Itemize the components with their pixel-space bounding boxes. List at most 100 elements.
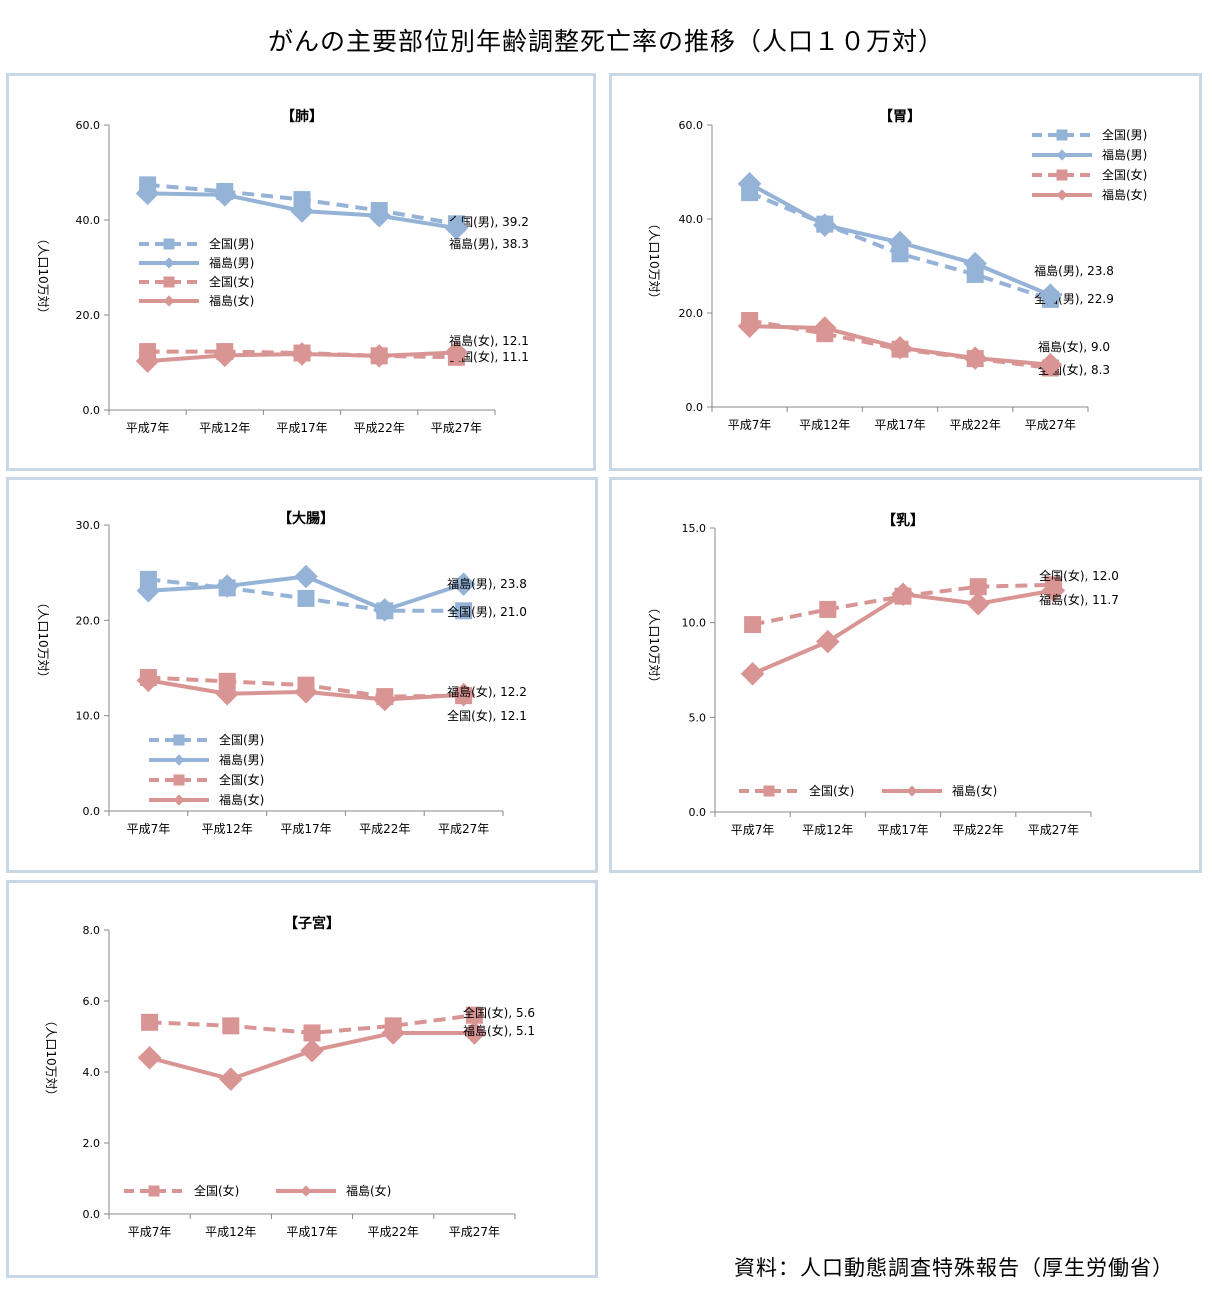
legend-label: 福島(女) <box>952 783 997 798</box>
y-tick-label: 6.0 <box>83 995 101 1008</box>
legend-label: 福島(男) <box>1102 147 1147 162</box>
series-1 <box>740 578 1066 686</box>
legend-item-0: 全国(男) <box>1032 127 1147 142</box>
legend-swatch-marker <box>173 794 185 806</box>
legend-item-2: 全国(女) <box>1032 167 1147 182</box>
legend-item-0: 全国(男) <box>149 732 264 747</box>
data-point-3-4 <box>1038 352 1063 377</box>
legend-item-1: 福島(男) <box>139 255 254 270</box>
data-point-1-2 <box>294 564 318 589</box>
legend-swatch-marker <box>163 276 175 288</box>
data-point-1-1 <box>213 183 237 207</box>
data-point-1-3 <box>373 598 397 622</box>
data-label-1: 福島(男), 23.8 <box>1034 263 1114 278</box>
x-tick-label: 平成7年 <box>127 822 171 836</box>
data-label-0: 全国(女), 5.6 <box>463 1005 535 1020</box>
legend-label: 福島(女) <box>209 293 254 308</box>
legend-swatch-marker <box>1056 169 1068 181</box>
legend-swatch-marker <box>173 754 185 766</box>
legend-label: 全国(男) <box>219 732 264 747</box>
data-point-1-0 <box>740 662 765 686</box>
y-tick-label: 8.0 <box>83 924 101 937</box>
chart-title: 【子宮】 <box>284 915 340 932</box>
data-point-1-1 <box>219 1067 243 1091</box>
legend-label: 福島(女) <box>219 792 264 807</box>
data-label-1: 福島(男), 23.8 <box>447 576 527 591</box>
legend-swatch-marker <box>163 257 175 269</box>
x-tick-label: 平成27年 <box>438 822 489 836</box>
y-tick-label: 0.0 <box>83 404 101 417</box>
data-point-0-1 <box>819 600 837 618</box>
y-tick-label: 0.0 <box>83 1208 101 1221</box>
y-tick-label: 5.0 <box>689 711 707 724</box>
data-label-0: 全国(男), 21.0 <box>447 604 527 619</box>
data-point-1-1 <box>813 213 837 237</box>
series-3 <box>135 340 469 373</box>
legend-swatch-marker <box>906 785 918 797</box>
y-tick-label: 40.0 <box>76 214 101 227</box>
data-point-3-0 <box>135 349 160 373</box>
legend-swatch-marker <box>763 785 775 797</box>
chart-stomach: 【胃】 （人口10万対） 0.0 20.0 40.0 60.0 平成7年 平成12年 平成17年… <box>647 109 1147 432</box>
chart-panel-uterus: 【子宮】 （人口10万対） 0.0 2.0 4.0 6.0 8.0 平成7年 平成12年 平成17… <box>6 880 598 1278</box>
data-point-1-4 <box>451 572 476 596</box>
y-tick-label: 10.0 <box>682 617 707 630</box>
data-label-0: 全国(女), 12.0 <box>1039 568 1119 583</box>
data-point-0-2 <box>303 1024 321 1042</box>
x-tick-label: 平成7年 <box>731 823 775 837</box>
legend-label: 全国(女) <box>1102 167 1147 182</box>
y-axis-label: （人口10万対） <box>647 601 661 688</box>
legend: 全国(男) 福島(男) 全国(女) 福島(女) <box>149 732 264 807</box>
data-point-3-1 <box>813 316 837 340</box>
y-tick-label: 60.0 <box>76 119 101 132</box>
data-point-3-0 <box>737 314 762 338</box>
x-tick-label: 平成12年 <box>205 1225 256 1239</box>
x-tick-label: 平成12年 <box>199 421 250 435</box>
y-tick-label: 4.0 <box>83 1066 101 1079</box>
data-point-1-0 <box>137 1046 162 1070</box>
legend-item-3: 福島(女) <box>1032 187 1147 202</box>
data-point-3-3 <box>373 687 397 712</box>
y-tick-label: 20.0 <box>76 614 101 627</box>
y-tick-label: 20.0 <box>679 307 704 320</box>
data-point-3-0 <box>136 668 161 693</box>
data-point-3-2 <box>294 680 318 704</box>
x-tick-label: 平成22年 <box>368 1225 419 1239</box>
data-point-3-1 <box>213 343 237 368</box>
data-point-0-3 <box>969 578 987 596</box>
data-point-0-1 <box>222 1017 240 1035</box>
data-point-1-3 <box>966 591 990 616</box>
series-3 <box>737 314 1063 377</box>
x-tick-label: 平成27年 <box>1028 823 1079 837</box>
data-label-3: 福島(女), 12.2 <box>447 684 527 699</box>
series-1 <box>136 564 476 622</box>
data-point-0-2 <box>297 589 315 607</box>
legend-label: 福島(女) <box>346 1183 391 1198</box>
legend-swatch-marker <box>1056 129 1068 141</box>
chart-uterus: 【子宮】 （人口10万対） 0.0 2.0 4.0 6.0 8.0 平成7年 平成12年 平成17… <box>44 915 535 1239</box>
data-point-1-1 <box>215 574 239 598</box>
legend-swatch-marker <box>163 295 175 307</box>
data-point-1-1 <box>816 629 840 654</box>
y-axis-label: （人口10万対） <box>36 232 50 319</box>
legend-label: 全国(女) <box>194 1183 239 1198</box>
y-tick-label: 30.0 <box>76 519 101 532</box>
legend-label: 福島(女) <box>1102 187 1147 202</box>
legend-swatch-marker <box>1056 149 1068 161</box>
x-tick-label: 平成22年 <box>953 823 1004 837</box>
page-title: がんの主要部位別年齢調整死亡率の推移（人口１０万対） <box>267 27 944 56</box>
x-tick-label: 平成27年 <box>1025 418 1076 432</box>
legend-swatch-marker <box>1056 189 1068 201</box>
chart-title: 【胃】 <box>879 109 921 125</box>
chart-title: 【乳】 <box>882 512 924 529</box>
x-tick-label: 平成12年 <box>202 822 253 836</box>
legend-swatch-marker <box>163 238 175 250</box>
y-axis-label: （人口10万対） <box>647 217 661 304</box>
data-point-1-2 <box>290 199 314 223</box>
legend-swatch-marker <box>148 1185 160 1197</box>
data-point-1-3 <box>963 251 987 276</box>
legend-item-3: 福島(女) <box>149 792 264 807</box>
data-point-1-4 <box>1041 578 1066 603</box>
data-point-3-2 <box>888 336 912 360</box>
y-tick-label: 10.0 <box>76 710 101 723</box>
